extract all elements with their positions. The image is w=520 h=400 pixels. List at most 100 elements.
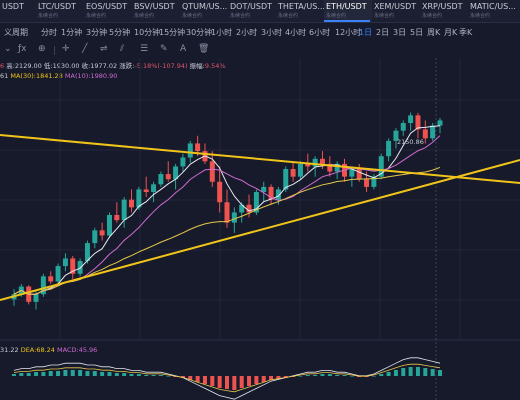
trend-line-icon[interactable]: ╱ [82,44,88,54]
macd-bar [349,376,354,377]
chevron-down-icon[interactable]: ⌄ [4,44,12,54]
candle-body [297,163,303,177]
tab-pair-label: ETH/USDT [326,2,367,11]
macd-bar [85,371,90,376]
macd-bar [386,372,391,376]
period-1[interactable]: 分时 [41,28,57,37]
candle-body [319,158,325,164]
candle-body [415,115,421,130]
horizontal-line-icon[interactable]: ⇌ [100,44,108,54]
text-icon[interactable]: A [180,44,187,54]
candle-body [422,129,428,139]
tab-eosusdt[interactable]: EOS/USDT 永续合约 [84,0,132,22]
candle-body [378,156,384,177]
period-4[interactable]: 5分钟 [109,28,131,37]
period-10[interactable]: 3小时 [261,28,283,37]
tab-sub-label: 永续合约 [326,13,347,19]
cursor-icon[interactable]: ✛ [62,44,70,54]
period-0[interactable]: 义周期 [4,28,28,37]
macd-bar [232,376,237,390]
period-18[interactable]: 周K [427,28,441,37]
period-16[interactable]: 3日 [393,28,407,37]
candle-body [305,163,311,167]
period-20[interactable]: 季K [459,28,473,37]
candle-body [55,266,61,282]
tab-pair-label: USDT [2,2,24,11]
candle-body [158,174,164,185]
candle-body [275,189,281,200]
macd-bar [26,373,31,376]
macd-bar [63,370,68,376]
indicator-icon[interactable]: ƒx [18,44,27,54]
macd-bar [151,375,156,376]
symbol-tab-bar: USDT LTC/USDT 永续合约 EOS/USDT 永续合约 BSV/USDT 永续合约… [0,0,520,23]
tab-bsvusdt[interactable]: BSV/USDT 永续合约 [132,0,180,22]
macd-bar [430,369,435,376]
period-8[interactable]: 1小时 [211,28,233,37]
period-3[interactable]: 3分钟 [86,28,108,37]
macd-bar [342,375,347,376]
tab-sub-label: 永续合约 [134,13,155,19]
candle-body [209,161,215,182]
macd-bar [12,374,16,376]
tab-ethusdt[interactable]: ETH/USDT 永续合约 [324,0,372,22]
macd-bar [144,375,149,376]
period-15[interactable]: 2日 [376,28,390,37]
period-9[interactable]: 2小时 [236,28,258,37]
candle-body [143,189,149,192]
macd-bar [122,373,127,376]
macd-bar [188,376,193,380]
tab-xrpusdt[interactable]: XRP/USDT 永续合约 [420,0,468,22]
macd-bar [327,374,332,376]
candle-body [334,163,340,172]
period-13[interactable]: 12小时 [335,28,362,37]
tab-maticus[interactable]: MATIC/US... 永续合约 [468,0,516,22]
tab-pair-label: QTUM/US... [182,2,228,11]
period-14[interactable]: 1日 [359,28,373,37]
fibonacci-icon[interactable]: ☰ [140,44,149,54]
channel-icon[interactable]: ⫽ [120,44,125,54]
period-12[interactable]: 6小时 [309,28,331,37]
period-6[interactable]: 15分钟 [159,28,186,37]
tab-sub-label: 永续合约 [422,13,443,19]
macd-bar [320,374,325,376]
macd-bar [41,372,46,376]
period-19[interactable]: 月K [444,28,458,37]
macd-bar [19,373,24,376]
period-2[interactable]: 1分钟 [61,28,83,37]
macd-bar [166,376,171,377]
candle-body [253,192,259,213]
macd-bar [158,375,163,376]
candle-body [40,276,46,295]
macd-bar [129,374,134,376]
tab-dotusdt[interactable]: DOT/USDT 永续合约 [228,0,276,22]
drawing-tools-bar: ⌄ ƒx ⊕ ✛ ╱ ⇌ ⫽ ☰ ✎ A 🗑 [0,42,520,58]
candle-body [114,215,120,221]
ohlc-readout: 6 高:2129.00 低:1930.00 收:1977.02 涨跌:-5.18… [0,62,226,70]
period-11[interactable]: 4小时 [285,28,307,37]
macd-bar [408,367,413,376]
tab-usdt[interactable]: USDT [0,0,48,22]
tab-qtumus[interactable]: QTUM/US... 永续合约 [180,0,228,22]
macd-dea-line [13,363,441,393]
period-5[interactable]: 10分钟 [134,28,161,37]
candle-body [70,258,76,274]
tab-pair-label: XEM/USDT [374,2,417,11]
period-17[interactable]: 5日 [410,28,424,37]
period-7[interactable]: 30分钟 [186,28,213,37]
macd-bar [313,375,318,376]
compare-icon[interactable]: ⊕ [38,44,46,54]
brush-icon[interactable]: ✎ [160,44,168,54]
candle-body [283,169,289,190]
candle-body [151,184,157,192]
trash-icon[interactable]: 🗑 [198,44,210,54]
candle-body [408,115,414,123]
macd-bar [210,376,215,386]
candle-body [386,140,392,157]
tab-thetaus[interactable]: THETA/US... 永续合约 [276,0,325,22]
macd-bar [78,370,83,376]
tab-ltcusdt[interactable]: LTC/USDT 永续合约 [36,0,84,22]
tab-xemusdt[interactable]: XEM/USDT 永续合约 [372,0,420,22]
support-trendline [0,159,520,301]
